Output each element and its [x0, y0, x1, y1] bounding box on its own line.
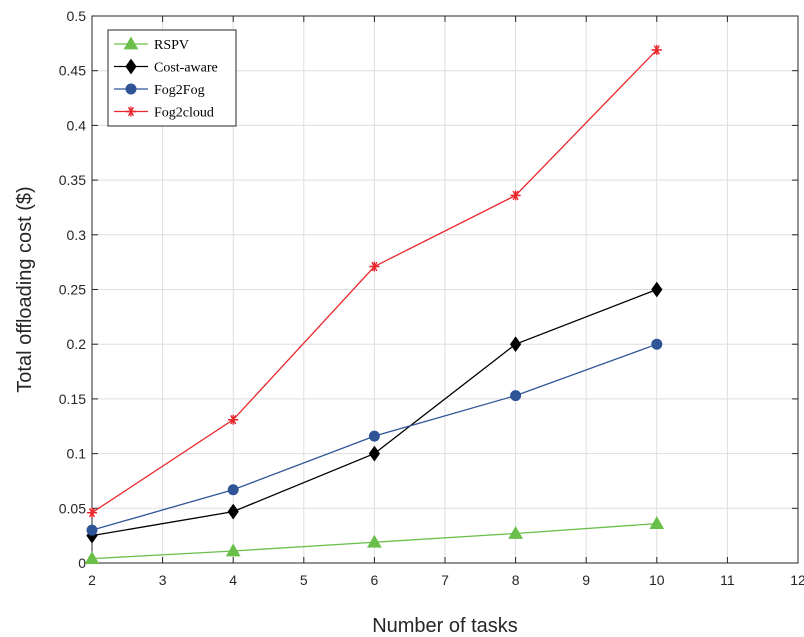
- x-tick-label: 11: [720, 572, 735, 588]
- data-point-cost-aware: [651, 281, 663, 298]
- x-tick-label: 10: [649, 572, 665, 588]
- data-point-fog2fog: [368, 430, 380, 442]
- y-tick-label: 0.35: [59, 172, 86, 188]
- y-tick-label: 0.4: [67, 117, 87, 133]
- y-tick-label: 0.25: [59, 282, 86, 298]
- y-tick-label: 0.15: [59, 391, 86, 407]
- y-tick-label: 0.5: [67, 8, 87, 24]
- data-point-fog2cloud: [228, 414, 239, 425]
- legend-label-fog2fog: Fog2Fog: [154, 83, 205, 98]
- y-tick-label: 0.1: [67, 446, 87, 462]
- x-tick-label: 3: [159, 572, 167, 588]
- data-point-rspv: [367, 534, 382, 548]
- y-tick-label: 0.2: [67, 336, 87, 352]
- x-tick-label: 6: [371, 572, 379, 588]
- x-tick-label: 7: [441, 572, 449, 588]
- data-point-rspv: [649, 516, 665, 529]
- x-tick-label: 2: [88, 572, 96, 588]
- x-tick-label: 5: [300, 572, 308, 588]
- legend-marker-fog2cloud: [126, 106, 136, 117]
- x-axis-ticks: 2 3 4 5 6 7 8 9 10 11 12: [88, 16, 804, 588]
- y-tick-label: 0.45: [59, 63, 86, 79]
- legend-marker-cost-aware: [125, 58, 137, 75]
- x-axis-label: Number of tasks: [372, 615, 518, 637]
- data-point-rspv: [84, 551, 100, 564]
- x-tick-label: 12: [790, 572, 804, 588]
- data-point-fog2cloud: [510, 190, 521, 201]
- y-tick-label: 0.05: [59, 500, 86, 516]
- y-axis-ticks: 0 0.05 0.1 0.15 0.2 0.25 0.3 0.35 0.4 0.45 0.5: [59, 8, 798, 571]
- data-point-cost-aware: [227, 503, 239, 520]
- data-point-fog2fog: [86, 524, 98, 536]
- x-tick-label: 4: [229, 572, 237, 588]
- legend-label-fog2cloud: Fog2cloud: [154, 106, 214, 121]
- y-axis-label: Total offloading cost ($): [14, 186, 36, 392]
- legend: RSPV Cost-aware Fog2Fog Fog2cloud: [107, 29, 237, 127]
- plot-area: [84, 44, 665, 564]
- y-tick-label: 0: [78, 555, 86, 571]
- data-point-rspv: [508, 525, 523, 539]
- x-tick-label: 9: [582, 572, 590, 588]
- legend-label-rspv: RSPV: [154, 38, 189, 53]
- x-tick-label: 8: [512, 572, 520, 588]
- data-point-rspv: [225, 543, 241, 557]
- data-point-fog2cloud: [369, 261, 380, 272]
- data-point-fog2cloud: [87, 507, 97, 518]
- legend-marker-fog2fog: [125, 83, 137, 95]
- legend-label-cost-aware: Cost-aware: [154, 61, 218, 76]
- data-point-cost-aware: [368, 445, 381, 462]
- legend-marker-rspv: [123, 36, 139, 50]
- y-tick-label: 0.3: [67, 227, 87, 243]
- data-point-fog2cloud: [651, 44, 662, 55]
- data-point-fog2fog: [227, 484, 239, 496]
- data-point-fog2fog: [510, 390, 522, 402]
- data-point-cost-aware: [509, 336, 522, 353]
- data-point-fog2fog: [651, 338, 663, 350]
